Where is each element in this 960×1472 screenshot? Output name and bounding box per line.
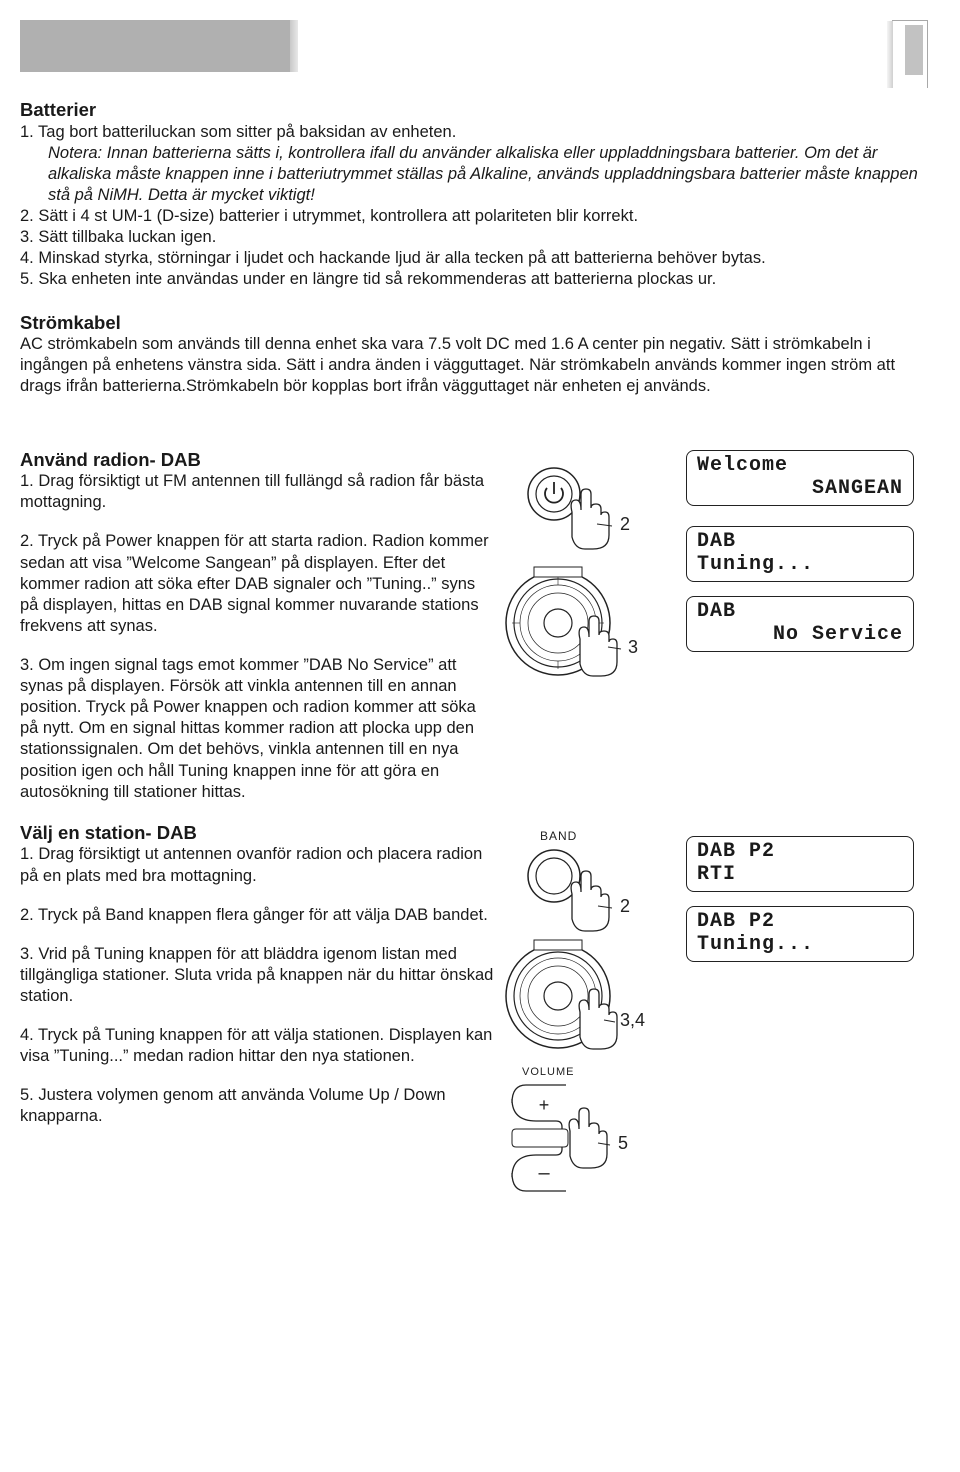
text: 2. Tryck på Band knappen flera gånger fö… [20,905,498,926]
text: 5. Justera volymen genom att använda Vol… [20,1085,498,1127]
lcd-line: No Service [697,623,903,646]
lcd-p2-rti: DAB P2 RTI [686,836,914,892]
illustration-column: 2 [508,448,928,1128]
lcd-tuning: DAB Tuning... [686,526,914,582]
heading-anvand: Använd radion- DAB [20,448,498,472]
lcd-line: Tuning... [697,553,814,576]
page-edge-tab [892,20,928,88]
heading-stromkabel: Strömkabel [20,311,928,335]
text: 3. Om ingen signal tags emot kommer ”DAB… [20,655,498,803]
lcd-line: SANGEAN [697,477,903,500]
text: 1. Drag försiktigt ut antennen ovanför r… [20,844,498,886]
illustration-tuning-dial-2: 3,4 [500,926,650,1061]
text: 1. Tag bort batteriluckan som sitter på … [20,122,928,143]
svg-text:+: + [539,1095,550,1115]
page-content: Batterier 1. Tag bort batteriluckan som … [20,98,928,1128]
text: AC strömkabeln som används till denna en… [20,334,928,397]
text: 4. Minskad styrka, störningar i ljudet o… [20,248,928,269]
text: 2. Sätt i 4 st UM-1 (D-size) batterier i… [20,206,928,227]
svg-text:3,4: 3,4 [620,1010,645,1030]
lcd-line: Tuning... [697,933,814,956]
svg-text:2: 2 [620,514,630,534]
text: 5. Ska enheten inte användas under en lä… [20,269,928,290]
illustration-volume: VOLUME + – 5 [504,1063,654,1213]
svg-text:5: 5 [618,1133,628,1153]
lcd-line: DAB [697,530,736,553]
section-stromkabel: Strömkabel AC strömkabeln som används ti… [20,311,928,398]
svg-text:VOLUME: VOLUME [522,1066,574,1078]
svg-text:2: 2 [620,896,630,916]
illustration-power-button: 2 [514,456,644,556]
lcd-line: DAB P2 [697,840,775,863]
lcd-p2-tuning: DAB P2 Tuning... [686,906,914,962]
lcd-noservice: DAB No Service [686,596,914,652]
lcd-line: Welcome [697,454,788,477]
section-batterier: Batterier 1. Tag bort batteriluckan som … [20,98,928,291]
text: 3. Sätt tillbaka luckan igen. [20,227,928,248]
illustration-tuning-dial: 3 [500,553,650,688]
text: 1. Drag försiktigt ut FM antennen till f… [20,471,498,513]
text: 4. Tryck på Tuning knappen för att välja… [20,1025,498,1067]
text: 2. Tryck på Power knappen för att starta… [20,531,498,637]
text-note: Notera: Innan batterierna sätts i, kontr… [48,143,928,206]
text: 3. Vrid på Tuning knappen för att bläddr… [20,944,498,1007]
lcd-line: RTI [697,863,736,886]
lcd-welcome: Welcome SANGEAN [686,450,914,506]
svg-text:–: – [538,1162,550,1184]
heading-batterier: Batterier [20,98,928,122]
section-anvand-radion: Använd radion- DAB 1. Drag försiktigt ut… [20,448,928,1128]
lcd-line: DAB [697,600,736,623]
lcd-line: DAB P2 [697,910,775,933]
svg-text:BAND: BAND [540,829,577,843]
header-gray-bar [20,20,290,72]
illustration-band-button: BAND 2 [514,828,644,933]
heading-valj: Välj en station- DAB [20,821,498,845]
svg-text:3: 3 [628,637,638,657]
